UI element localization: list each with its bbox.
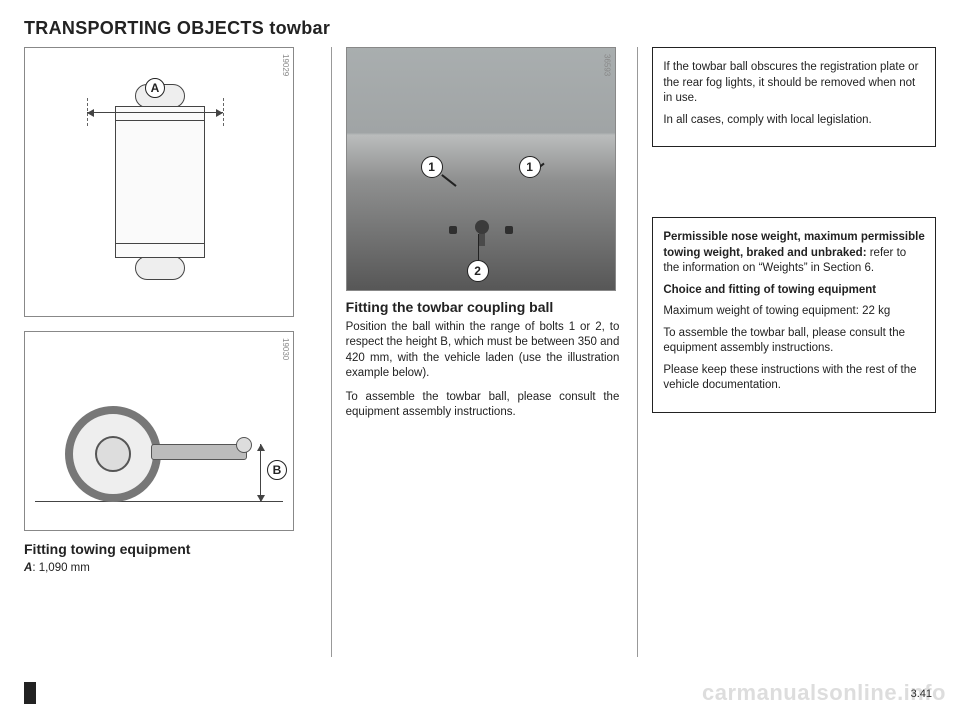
spec-line: A: 1,090 mm [24, 562, 313, 574]
callout-2: 2 [467, 260, 489, 282]
figure-axle-top-view: 19029 A [24, 47, 294, 317]
info-text: To assemble the towbar ball, please cons… [663, 326, 925, 357]
callout-1: 1 [421, 156, 443, 178]
watermark: carmanualsonline.info [702, 680, 946, 706]
callout-lead [441, 174, 456, 186]
page-title: TRANSPORTING OBJECTS towbar [24, 18, 936, 39]
info-text: Maximum weight of towing equipment: 22 k… [663, 304, 925, 320]
photo-towbar-rear: 36593 1 1 2 [346, 47, 616, 291]
wheel-side-icon [65, 406, 161, 502]
info-text: In all cases, comply with local legislat… [663, 113, 925, 129]
callout-1b: 1 [519, 156, 541, 178]
figure-ref-number: 19029 [281, 54, 290, 76]
info-text: If the towbar ball obscures the registra… [663, 60, 925, 107]
towball-icon [469, 220, 495, 246]
body-paragraph: To assemble the towbar ball, please cons… [346, 390, 620, 421]
section-heading: Fitting the towbar coupling ball [346, 299, 620, 316]
chassis-frame [115, 106, 205, 258]
bolt-icon [449, 226, 457, 234]
section-heading: Fitting towing equipment [24, 541, 313, 558]
figure-side-height: 19030 B [24, 331, 294, 531]
column-3: If the towbar ball obscures the registra… [637, 47, 936, 657]
figure-ref-number: 19030 [281, 338, 290, 360]
info-box-top: If the towbar ball obscures the registra… [652, 47, 936, 147]
column-2: 36593 1 1 2 Fitting the towbar coupling … [331, 47, 620, 657]
column-1: 19029 A 19030 [24, 47, 313, 657]
body-paragraph: Position the ball within the range of bo… [346, 320, 620, 382]
info-box-bottom: Permissible nose weight, maximum permiss… [652, 217, 936, 413]
wheel-icon [135, 256, 185, 280]
info-subhead: Choice and fitting of towing equipment [663, 283, 925, 299]
spec-value: : 1,090 mm [32, 562, 90, 574]
columns: 19029 A 19030 [24, 47, 936, 657]
dimension-arrow [87, 112, 223, 113]
figure-ref-number: 36593 [603, 54, 612, 76]
manual-page: TRANSPORTING OBJECTS towbar 19029 A [0, 0, 960, 710]
dimension-label-b: B [267, 460, 287, 480]
section-marker [24, 682, 36, 704]
callout-lead [478, 234, 480, 262]
tow-hitch-icon [151, 444, 247, 460]
dimension-arrow [260, 444, 261, 502]
info-text: Permissible nose weight, maximum permiss… [663, 230, 925, 277]
dimension-label-a: A [145, 78, 165, 98]
info-text: Please keep these instructions with the … [663, 363, 925, 394]
bolt-icon [505, 226, 513, 234]
